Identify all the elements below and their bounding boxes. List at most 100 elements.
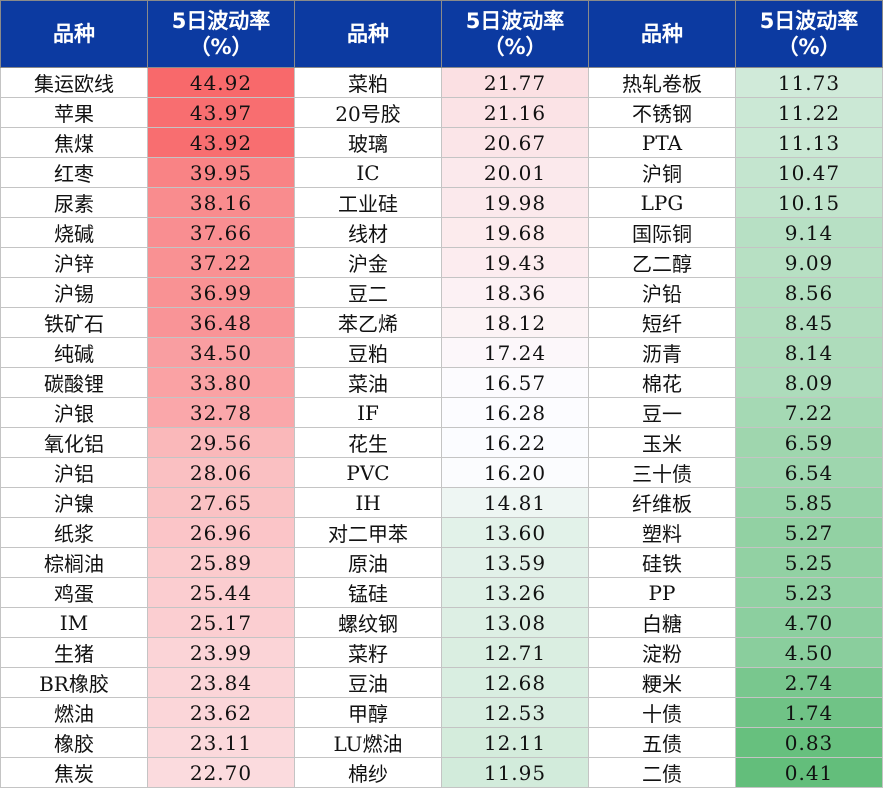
table-row: 沪锡 36.99 豆二 18.36 沪铅 8.56 <box>0 277 883 308</box>
commodity-name-cell: 烧碱 <box>0 217 148 248</box>
volatility-value-cell: 18.36 <box>441 277 589 308</box>
table-row: 碳酸锂 33.80 菜油 16.57 棉花 8.09 <box>0 367 883 398</box>
table-row: 沪镍 27.65 IH 14.81 纤维板 5.85 <box>0 487 883 518</box>
commodity-name-cell: 纤维板 <box>588 487 736 518</box>
volatility-value-cell: 16.20 <box>441 457 589 488</box>
volatility-value-cell: 12.11 <box>441 727 589 758</box>
volatility-value-cell: 34.50 <box>147 337 295 368</box>
volatility-value-cell: 21.77 <box>441 67 589 98</box>
commodity-name-cell: 棉纱 <box>294 757 442 788</box>
commodity-name-cell: 三十债 <box>588 457 736 488</box>
commodity-name-cell: 工业硅 <box>294 187 442 218</box>
volatility-value-cell: 23.84 <box>147 667 295 698</box>
commodity-name-cell: 原油 <box>294 547 442 578</box>
volatility-value-cell: 17.24 <box>441 337 589 368</box>
volatility-value-cell: 8.45 <box>735 307 883 338</box>
volatility-value-cell: 37.22 <box>147 247 295 278</box>
table-row: 沪银 32.78 IF 16.28 豆一 7.22 <box>0 397 883 428</box>
commodity-name-cell: 菜油 <box>294 367 442 398</box>
table-row: 燃油 23.62 甲醇 12.53 十债 1.74 <box>0 697 883 728</box>
volatility-value-cell: 4.50 <box>735 637 883 668</box>
volatility-value-cell: 20.01 <box>441 157 589 188</box>
table-row: 纯碱 34.50 豆粕 17.24 沥青 8.14 <box>0 337 883 368</box>
commodity-name-cell: 燃油 <box>0 697 148 728</box>
table-row: 红枣 39.95 IC 20.01 沪铜 10.47 <box>0 157 883 188</box>
volatility-value-cell: 10.15 <box>735 187 883 218</box>
volatility-value-cell: 13.60 <box>441 517 589 548</box>
commodity-name-cell: 纯碱 <box>0 337 148 368</box>
volatility-value-cell: 13.59 <box>441 547 589 578</box>
volatility-value-cell: 29.56 <box>147 427 295 458</box>
commodity-name-cell: 十债 <box>588 697 736 728</box>
commodity-name-cell: 硅铁 <box>588 547 736 578</box>
commodity-name-cell: 二债 <box>588 757 736 788</box>
table-row: 棕榈油 25.89 原油 13.59 硅铁 5.25 <box>0 547 883 578</box>
volatility-value-cell: 11.95 <box>441 757 589 788</box>
commodity-name-cell: 豆二 <box>294 277 442 308</box>
volatility-value-cell: 13.08 <box>441 607 589 638</box>
commodity-name-cell: 短纤 <box>588 307 736 338</box>
commodity-name-cell: PVC <box>294 457 442 488</box>
volatility-value-cell: 14.81 <box>441 487 589 518</box>
commodity-name-cell: 沪铅 <box>588 277 736 308</box>
volatility-value-cell: 5.27 <box>735 517 883 548</box>
volatility-value-cell: 28.06 <box>147 457 295 488</box>
commodity-name-cell: 对二甲苯 <box>294 517 442 548</box>
commodity-name-cell: 集运欧线 <box>0 67 148 98</box>
commodity-name-cell: 苯乙烯 <box>294 307 442 338</box>
commodity-name-cell: 沪银 <box>0 397 148 428</box>
volatility-value-cell: 25.89 <box>147 547 295 578</box>
commodity-name-cell: 线材 <box>294 217 442 248</box>
table-row: 沪锌 37.22 沪金 19.43 乙二醇 9.09 <box>0 247 883 278</box>
commodity-name-cell: IF <box>294 397 442 428</box>
volatility-value-cell: 27.65 <box>147 487 295 518</box>
volatility-value-cell: 25.44 <box>147 577 295 608</box>
volatility-value-cell: 4.70 <box>735 607 883 638</box>
volatility-value-cell: 39.95 <box>147 157 295 188</box>
commodity-name-cell: 棕榈油 <box>0 547 148 578</box>
table-row: 氧化铝 29.56 花生 16.22 玉米 6.59 <box>0 427 883 458</box>
volatility-value-cell: 0.83 <box>735 727 883 758</box>
commodity-name-cell: 铁矿石 <box>0 307 148 338</box>
volatility-value-cell: 19.68 <box>441 217 589 248</box>
volatility-value-cell: 19.98 <box>441 187 589 218</box>
commodity-name-cell: BR橡胶 <box>0 667 148 698</box>
commodity-name-cell: IC <box>294 157 442 188</box>
commodity-name-cell: 锰硅 <box>294 577 442 608</box>
table-row: IM 25.17 螺纹钢 13.08 白糖 4.70 <box>0 607 883 638</box>
commodity-name-cell: PP <box>588 577 736 608</box>
volatility-value-cell: 16.28 <box>441 397 589 428</box>
table-body: 集运欧线 44.92 菜粕 21.77 热轧卷板 11.73 苹果 43.97 20号胶 21.1… <box>0 67 883 788</box>
volatility-value-cell: 36.48 <box>147 307 295 338</box>
commodity-name-cell: IM <box>0 607 148 638</box>
commodity-name-cell: 玉米 <box>588 427 736 458</box>
commodity-name-cell: LU燃油 <box>294 727 442 758</box>
table-row: 焦煤 43.92 玻璃 20.67 PTA 11.13 <box>0 127 883 158</box>
commodity-name-cell: 沪镍 <box>0 487 148 518</box>
volatility-value-cell: 16.22 <box>441 427 589 458</box>
volatility-value-cell: 12.71 <box>441 637 589 668</box>
table-row: 生猪 23.99 菜籽 12.71 淀粉 4.50 <box>0 637 883 668</box>
table-header: 品种 5日波动率 （%） 品种 5日波动率 （%） 品种 5日波动率 （%） <box>0 0 883 68</box>
commodity-name-cell: 粳米 <box>588 667 736 698</box>
commodity-name-cell: 乙二醇 <box>588 247 736 278</box>
commodity-name-cell: 纸浆 <box>0 517 148 548</box>
volatility-value-cell: 6.54 <box>735 457 883 488</box>
header-vol-1: 5日波动率 （%） <box>147 0 295 68</box>
volatility-value-cell: 5.23 <box>735 577 883 608</box>
commodity-name-cell: 碳酸锂 <box>0 367 148 398</box>
commodity-name-cell: PTA <box>588 127 736 158</box>
table-row: 沪铝 28.06 PVC 16.20 三十债 6.54 <box>0 457 883 488</box>
commodity-name-cell: 淀粉 <box>588 637 736 668</box>
volatility-value-cell: 32.78 <box>147 397 295 428</box>
volatility-value-cell: 13.26 <box>441 577 589 608</box>
commodity-name-cell: 鸡蛋 <box>0 577 148 608</box>
header-vol-3: 5日波动率 （%） <box>735 0 883 68</box>
volatility-value-cell: 23.62 <box>147 697 295 728</box>
volatility-value-cell: 43.92 <box>147 127 295 158</box>
commodity-name-cell: 白糖 <box>588 607 736 638</box>
table-row: 烧碱 37.66 线材 19.68 国际铜 9.14 <box>0 217 883 248</box>
table-row: 集运欧线 44.92 菜粕 21.77 热轧卷板 11.73 <box>0 67 883 98</box>
commodity-name-cell: 菜粕 <box>294 67 442 98</box>
